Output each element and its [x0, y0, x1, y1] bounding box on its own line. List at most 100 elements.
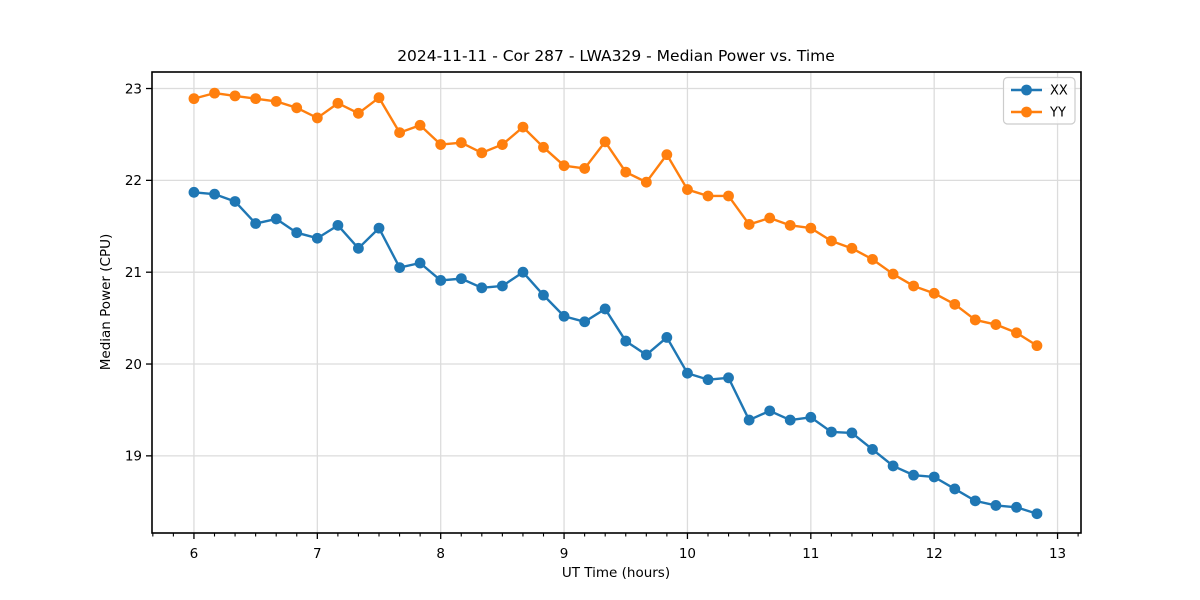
legend-entry-yy: YY: [1011, 106, 1066, 121]
x-tick-label: 8: [436, 546, 445, 562]
legend-marker-yy: [1021, 106, 1032, 118]
data-point-yy: [969, 314, 981, 326]
x-tick-label: 9: [560, 546, 569, 562]
data-point-xx: [949, 483, 961, 495]
data-point-yy: [723, 190, 734, 202]
x-tick-label: 13: [1049, 546, 1066, 562]
data-point-yy: [394, 127, 406, 139]
data-point-xx: [784, 414, 796, 426]
data-point-yy: [1031, 340, 1043, 352]
data-point-yy: [867, 253, 878, 265]
legend-label-yy: YY: [1049, 106, 1066, 121]
series-layer: [188, 87, 1043, 520]
data-point-yy: [311, 112, 323, 124]
data-point-xx: [846, 427, 858, 439]
data-point-xx: [229, 196, 241, 207]
chart-title: 2024-11-11 - Cor 287 - LWA329 - Median P…: [397, 47, 835, 65]
data-point-xx: [764, 405, 776, 417]
data-point-yy: [250, 93, 262, 105]
data-point-xx: [579, 316, 591, 328]
data-point-yy: [640, 176, 652, 188]
data-point-xx: [311, 232, 323, 244]
axes-spines: [151, 71, 1082, 534]
data-point-xx: [723, 372, 734, 384]
data-point-xx: [1031, 508, 1043, 520]
data-point-yy: [579, 163, 591, 174]
data-point-yy: [414, 119, 426, 131]
legend: XX YY: [1002, 76, 1076, 125]
x-tick-label: 6: [190, 546, 199, 562]
x-axis-label: UT Time (hours): [562, 565, 670, 581]
data-point-xx: [476, 282, 488, 294]
legend-label-xx: XX: [1050, 84, 1068, 99]
data-point-yy: [476, 147, 488, 159]
data-point-xx: [188, 186, 200, 198]
plot-area: [152, 72, 1081, 533]
data-point-xx: [270, 213, 282, 225]
tick-label-layer: 6 7 8 9 10 11 12 13 19 20 21 22 23: [125, 81, 1066, 562]
data-point-xx: [538, 289, 549, 301]
data-point-yy: [435, 139, 447, 150]
data-point-xx: [826, 426, 837, 438]
data-point-xx: [250, 218, 262, 229]
data-point-yy: [702, 190, 714, 202]
data-point-yy: [291, 102, 303, 114]
legend-entry-xx: XX: [1011, 84, 1068, 99]
data-point-xx: [743, 414, 755, 426]
tick-layer: [146, 87, 1079, 539]
data-point-yy: [1011, 327, 1022, 339]
data-point-xx: [496, 280, 508, 292]
data-point-xx: [394, 262, 406, 273]
data-point-xx: [928, 471, 940, 483]
y-axis-label: Median Power (CPU): [98, 234, 114, 370]
legend-marker-xx: [1021, 84, 1032, 96]
x-tick-label: 11: [802, 546, 819, 562]
data-point-yy: [908, 280, 919, 292]
data-point-yy: [353, 107, 364, 119]
data-point-xx: [435, 275, 447, 286]
data-point-xx: [332, 219, 344, 231]
data-point-yy: [949, 298, 961, 310]
data-point-yy: [661, 149, 673, 161]
data-point-yy: [764, 212, 776, 224]
data-point-yy: [455, 137, 467, 149]
data-point-yy: [538, 141, 549, 153]
data-point-xx: [887, 460, 899, 472]
data-point-yy: [846, 242, 858, 254]
y-tick-label: 20: [125, 357, 142, 373]
data-point-xx: [640, 349, 652, 361]
data-point-yy: [784, 219, 796, 231]
y-tick-label: 21: [125, 265, 142, 281]
data-point-xx: [969, 495, 981, 507]
grid-layer: [152, 72, 1081, 533]
data-point-xx: [1011, 501, 1022, 513]
data-point-xx: [702, 374, 714, 386]
y-tick-label: 19: [125, 449, 142, 465]
data-point-yy: [743, 219, 755, 230]
data-point-xx: [209, 188, 220, 200]
data-point-xx: [908, 469, 919, 481]
data-point-xx: [661, 332, 673, 343]
data-point-yy: [209, 87, 220, 99]
data-point-xx: [620, 335, 632, 347]
data-point-yy: [517, 121, 529, 133]
data-point-yy: [496, 139, 508, 150]
series-xx: [188, 186, 1043, 520]
data-point-yy: [270, 95, 282, 107]
data-point-xx: [558, 310, 570, 322]
data-point-yy: [805, 222, 817, 234]
x-tick-label: 10: [679, 546, 696, 562]
data-point-yy: [332, 97, 344, 109]
data-point-yy: [620, 166, 632, 178]
data-point-yy: [373, 92, 385, 104]
data-point-xx: [990, 500, 1002, 511]
data-point-yy: [188, 93, 200, 105]
data-point-yy: [990, 319, 1002, 330]
y-tick-label: 23: [125, 81, 142, 97]
data-point-yy: [682, 184, 693, 195]
data-point-xx: [414, 257, 426, 269]
data-point-yy: [558, 160, 570, 172]
data-point-yy: [826, 235, 837, 247]
data-point-xx: [867, 444, 878, 455]
